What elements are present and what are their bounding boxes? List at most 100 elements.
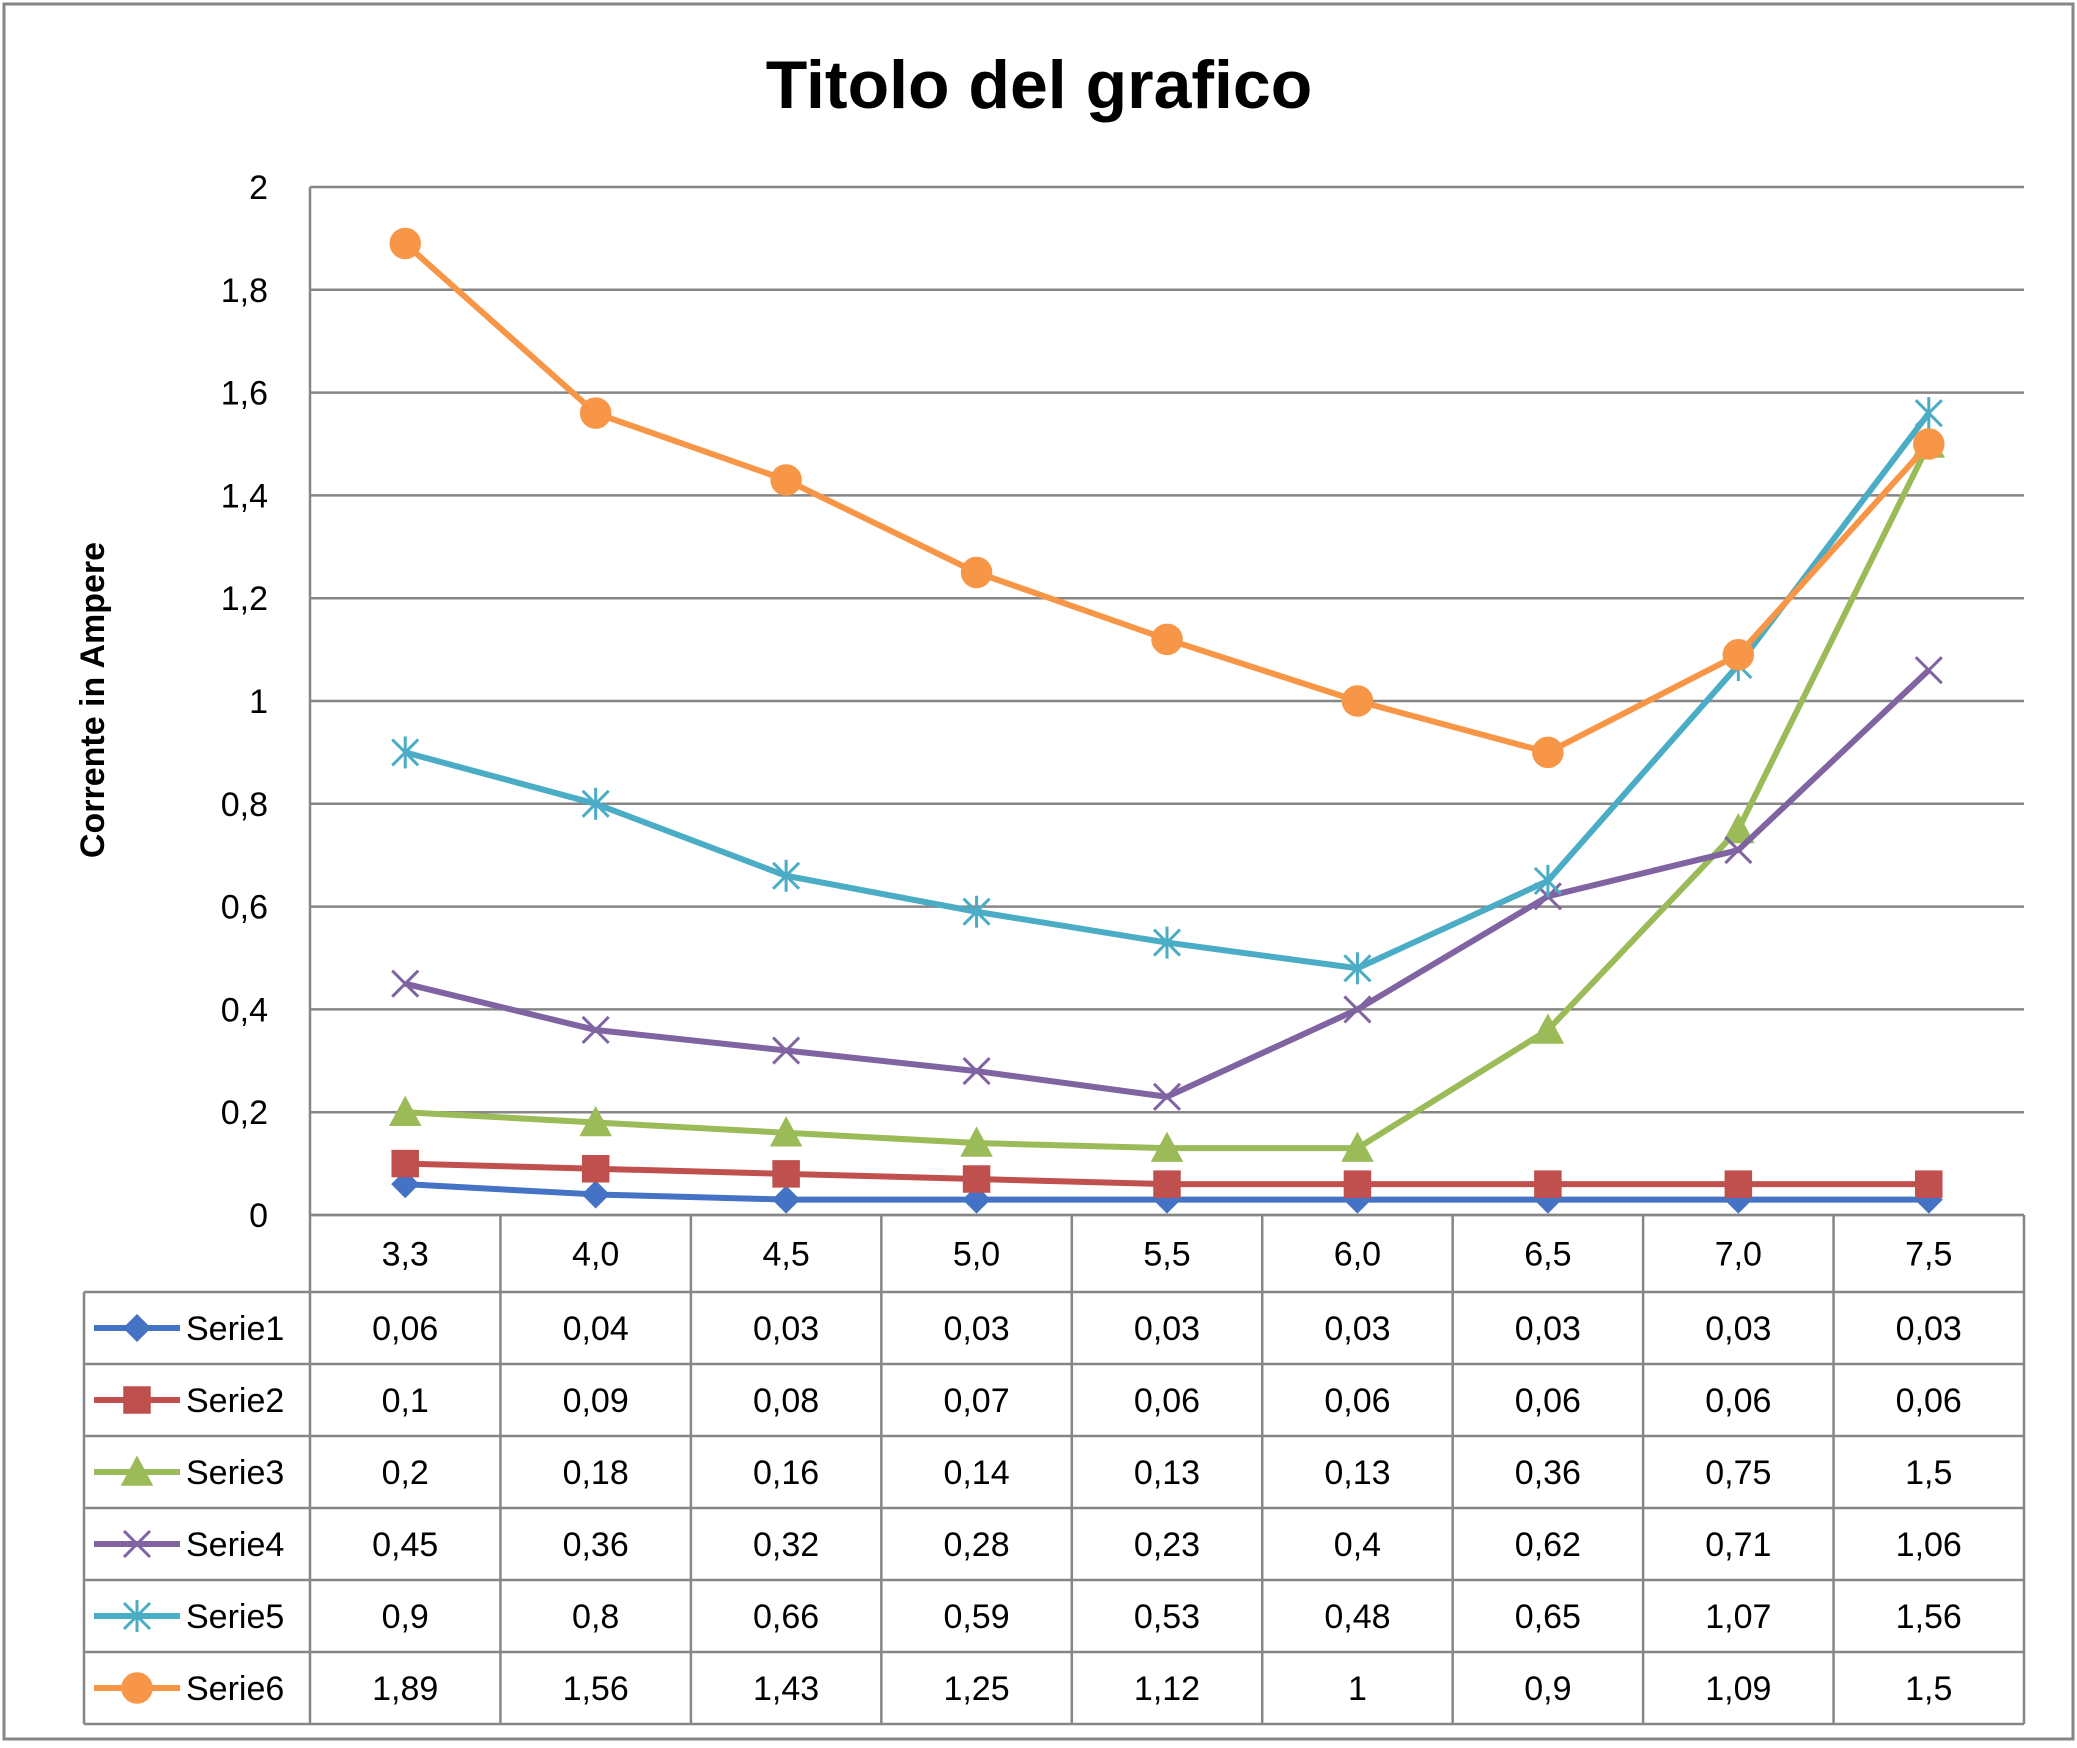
x-category-label: 7,5 <box>1905 1236 1952 1274</box>
table-cell-value: 0,62 <box>1515 1526 1581 1564</box>
table-cell-value: 0,53 <box>1134 1598 1200 1636</box>
legend-series-name: Serie4 <box>186 1526 284 1564</box>
table-cell-value: 1,89 <box>372 1670 438 1708</box>
table-row: Serie4 0,45 0,36 0,32 0,28 0,23 0,4 0,62 0,71 1,0… <box>94 1526 1962 1564</box>
data-point <box>1722 638 1755 671</box>
data-point <box>391 736 420 769</box>
table-cell-value: 0,9 <box>1524 1670 1571 1708</box>
table-cell-value: 1 <box>1348 1670 1367 1708</box>
data-point <box>391 969 420 998</box>
data-point <box>1532 736 1564 769</box>
data-point <box>1152 926 1182 959</box>
legend-series-name: Serie3 <box>186 1454 284 1492</box>
data-point <box>579 1105 612 1137</box>
legend-series-name: Serie2 <box>186 1382 284 1420</box>
y-tick-label: 0,2 <box>221 1094 268 1132</box>
table-cell-value: 0,03 <box>943 1310 1009 1348</box>
table-cell-value: 1,56 <box>563 1670 629 1708</box>
data-point <box>1152 1082 1182 1111</box>
data-point <box>581 1180 610 1209</box>
legend-key-marker <box>122 1529 152 1559</box>
table-cell-value: 1,5 <box>1905 1670 1952 1708</box>
y-tick-label: 0,8 <box>221 786 268 824</box>
table-cell-value: 0,36 <box>563 1526 629 1564</box>
table-cell-value: 0,36 <box>1515 1454 1581 1492</box>
table-cell-value: 0,03 <box>1515 1310 1581 1348</box>
table-row: Serie5 0,9 0,8 0,66 0,59 0,53 0,48 0,65 1,07 1,56 <box>94 1598 1962 1636</box>
table-cell-value: 0,18 <box>563 1454 629 1492</box>
table-cell-value: 0,07 <box>943 1382 1009 1420</box>
table-row: Serie3 0,2 0,18 0,16 0,14 0,13 0,13 0,36 0,75 1,5 <box>94 1454 1952 1492</box>
legend-series-name: Serie5 <box>186 1598 284 1636</box>
table-cell-value: 0,66 <box>753 1598 819 1636</box>
table-cell-value: 0,8 <box>572 1598 619 1636</box>
table-cell-value: 0,23 <box>1134 1526 1200 1564</box>
x-category-label: 3,3 <box>382 1236 429 1274</box>
data-point <box>1724 835 1753 865</box>
table-cell-value: 1,07 <box>1705 1598 1771 1636</box>
table-cell-value: 0,08 <box>753 1382 819 1420</box>
data-point <box>1531 1013 1565 1044</box>
data-point <box>389 227 421 260</box>
table-cell-value: 1,09 <box>1705 1670 1771 1708</box>
data-point <box>391 1170 420 1199</box>
y-tick-label: 1,4 <box>221 477 268 515</box>
series-serie5 <box>391 397 1943 985</box>
data-point <box>770 464 802 496</box>
x-category-label: 4,0 <box>572 1236 619 1274</box>
data-point <box>1722 812 1755 844</box>
y-tick-label: 1,2 <box>221 580 268 618</box>
data-point <box>769 1116 803 1147</box>
table-cell-value: 0,14 <box>943 1454 1009 1492</box>
legend-key-marker <box>120 1455 154 1486</box>
data-table: 3,3 4,0 4,5 5,0 5,5 6,0 6,5 7,0 7,5 Serie1 0,06 0,0… <box>82 1213 2026 1726</box>
table-cell-value: 0,06 <box>1324 1382 1390 1420</box>
y-axis-label: Corrente in Ampere <box>74 542 112 858</box>
data-point <box>1341 685 1374 717</box>
table-cell-value: 0,45 <box>372 1526 438 1564</box>
table-cell-value: 1,56 <box>1896 1598 1962 1636</box>
data-point <box>962 1057 991 1086</box>
data-point <box>1915 1170 1943 1198</box>
data-point <box>960 1126 993 1157</box>
table-cell-value: 0,32 <box>753 1526 819 1564</box>
table-cell-value: 0,9 <box>382 1598 429 1636</box>
data-point <box>1343 995 1372 1024</box>
table-cell-value: 0,13 <box>1324 1454 1390 1492</box>
legend-key-marker <box>121 1672 153 1704</box>
y-tick-label: 0 <box>249 1197 268 1235</box>
series-serie2 <box>391 1149 1943 1198</box>
data-point <box>960 556 993 589</box>
x-category-label: 5,5 <box>1143 1236 1190 1274</box>
series-serie6 <box>389 227 1945 769</box>
data-point <box>1151 623 1183 656</box>
table-cell-value: 1,25 <box>943 1670 1009 1708</box>
data-point <box>1153 1170 1181 1198</box>
table-cell-value: 0,06 <box>372 1310 438 1348</box>
table-cell-value: 0,03 <box>1134 1310 1200 1348</box>
table-cell-value: 0,71 <box>1705 1526 1771 1564</box>
y-axis-ticks: 0 0,2 0,4 0,6 0,8 1 1,2 1,4 1,6 1,8 2 <box>221 169 268 1235</box>
legend-series-name: Serie1 <box>186 1310 284 1348</box>
y-tick-label: 0,6 <box>221 889 268 927</box>
table-cell-value: 0,48 <box>1324 1598 1390 1636</box>
data-point <box>581 1015 610 1045</box>
data-point <box>1914 397 1943 430</box>
data-point <box>391 1149 419 1178</box>
table-cell-value: 0,06 <box>1515 1382 1581 1420</box>
x-category-label: 6,0 <box>1334 1236 1381 1274</box>
legend-key-marker <box>122 1600 152 1632</box>
x-category-label: 4,5 <box>762 1236 809 1274</box>
table-cell-value: 0,06 <box>1705 1382 1771 1420</box>
data-point <box>1343 952 1372 985</box>
table-cell-value: 0,13 <box>1134 1454 1200 1492</box>
data-point <box>962 895 991 928</box>
legend-key-marker <box>122 1313 152 1343</box>
data-point <box>1724 1170 1753 1198</box>
x-category-label: 6,5 <box>1524 1236 1571 1274</box>
table-cell-value: 0,03 <box>1705 1310 1771 1348</box>
table-cell-value: 0,28 <box>943 1526 1009 1564</box>
data-point <box>962 1185 991 1214</box>
